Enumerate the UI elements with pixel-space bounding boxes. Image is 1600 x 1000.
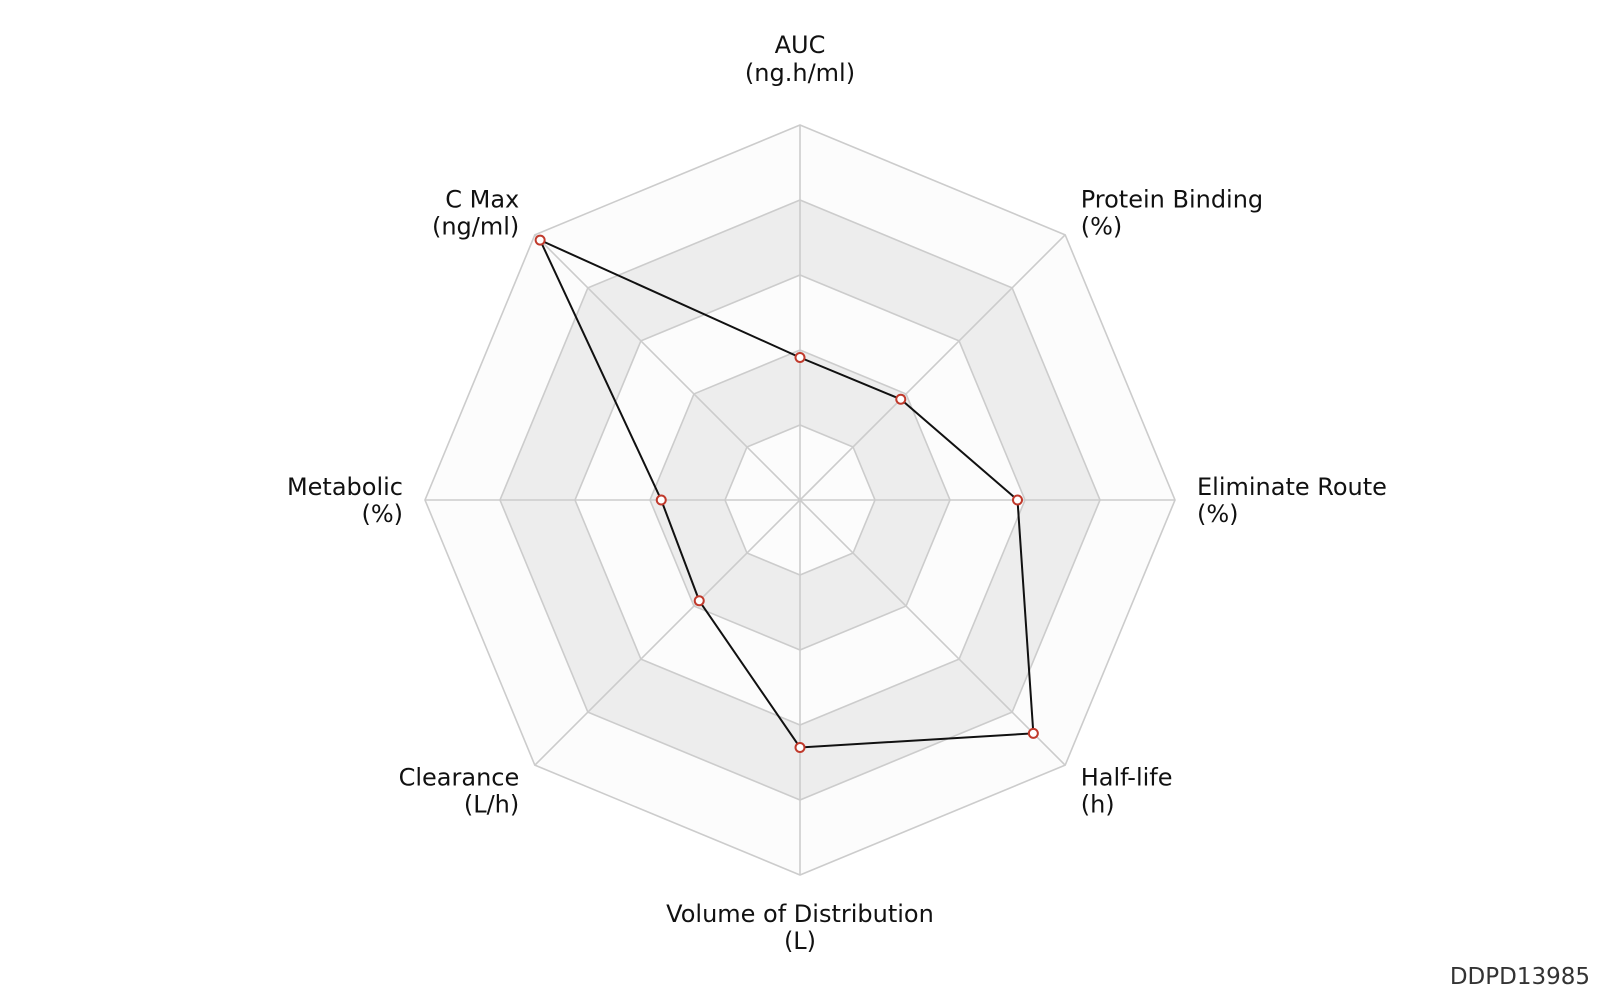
axis-label-5: Clearance(L/h) [399,764,520,819]
data-point-0 [794,352,806,363]
axis-label-1: Protein Binding(%) [1081,185,1263,240]
spoke-7 [534,234,801,501]
axis-unit: (%) [1081,212,1123,240]
axis-name: C Max [445,185,519,213]
data-point-6 [655,494,667,506]
axis-label-7: C Max(ng/ml) [432,185,519,240]
axis-name: Protein Binding [1081,185,1263,213]
watermark-id: DDPD13985 [1449,964,1590,990]
axis-unit: (%) [361,500,403,528]
axis-unit: (ng/ml) [432,212,519,240]
spoke-5 [534,499,801,766]
axis-label-0: AUC(ng.h/ml) [745,31,855,87]
data-point-3 [1027,727,1039,739]
axis-name: AUC [775,31,826,59]
axis-unit: (L) [784,927,816,955]
axis-label-3: Half-life(h) [1081,764,1173,819]
axis-name: Eliminate Route [1197,473,1387,501]
axis-label-6: Metabolic(%) [287,473,403,528]
spoke-3 [799,499,1066,766]
axis-name: Metabolic [287,473,403,501]
axis-name: Half-life [1081,764,1173,792]
axis-unit: (h) [1081,791,1115,819]
data-point-1 [895,393,907,405]
axis-name: Clearance [399,764,520,792]
data-point-2 [1012,494,1023,506]
data-point-7 [534,234,546,246]
axis-labels: AUC(ng.h/ml)Protein Binding(%)Eliminate … [287,31,1387,955]
axis-unit: (ng.h/ml) [745,59,855,87]
data-series [534,234,1039,753]
axis-label-4: Volume of Distribution(L) [666,900,934,955]
spoke-1 [799,234,1066,501]
axis-unit: (L/h) [464,791,519,819]
data-point-4 [794,742,806,753]
axis-unit: (%) [1197,500,1239,528]
radar-spokes [425,125,1175,875]
data-point-5 [693,595,705,607]
axis-name: Volume of Distribution [666,900,934,928]
axis-label-2: Eliminate Route(%) [1197,473,1387,528]
